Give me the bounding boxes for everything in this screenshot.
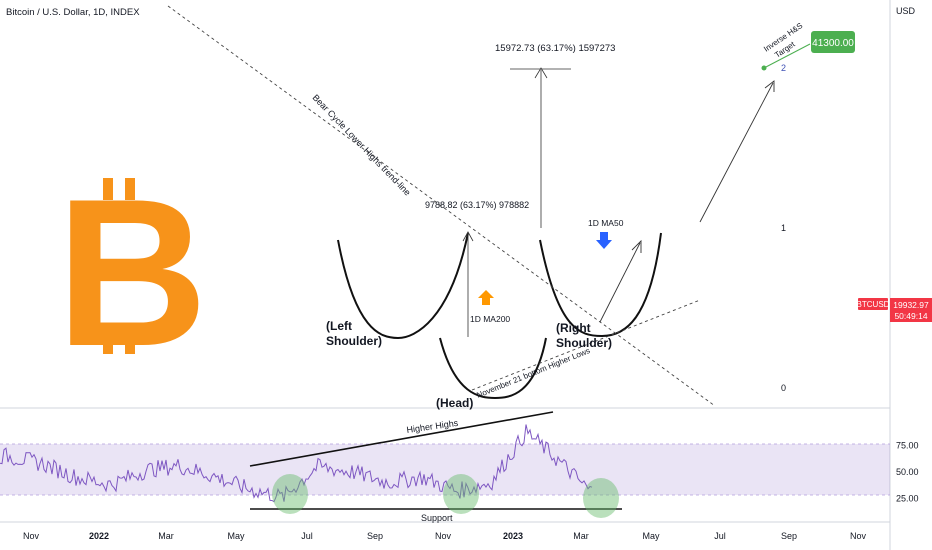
arrow-down-icon: [596, 232, 612, 249]
rsi-pane: [0, 411, 622, 518]
rsi-band: [0, 444, 890, 495]
target-value: 41300.00: [812, 38, 854, 49]
left-shoulder-label: (Left: [326, 319, 352, 333]
plot-background: [0, 0, 890, 550]
rsi-line: [0, 424, 593, 503]
time-tick-label: Nov: [850, 531, 867, 541]
current-price-value: 19932.97: [893, 300, 929, 310]
time-tick-label: Mar: [573, 531, 589, 541]
rs-arrow: [599, 242, 641, 323]
fib-2-label: 2: [781, 63, 786, 73]
rsi-support-highlight: [443, 474, 479, 514]
support-label: Support: [421, 513, 453, 523]
rs-arrowhead: [631, 239, 642, 253]
time-tick-label: Sep: [367, 531, 383, 541]
right-shoulder-label: (Right: [556, 321, 591, 335]
time-tick-label: May: [227, 531, 245, 541]
rsi-tick-label: 75.00: [896, 441, 919, 451]
rsi-support-highlight: [583, 478, 619, 518]
time-tick-label: Mar: [158, 531, 174, 541]
projection-arrow: [699, 82, 774, 223]
bear-trendline: [167, 5, 716, 407]
rsi-tick-label: 25.00: [896, 494, 919, 504]
ma200-label: 1D MA200: [470, 314, 510, 324]
measure-small-arrowhead: [462, 231, 474, 242]
right-shoulder-label: Shoulder): [556, 336, 612, 350]
bitcoin-logo-icon: B: [56, 155, 208, 390]
left-shoulder-arc: [337, 232, 469, 340]
left-shoulder-label: Shoulder): [326, 334, 382, 348]
rsi-support-highlight: [272, 474, 308, 514]
symbol-title: Bitcoin / U.S. Dollar, 1D, INDEX: [6, 7, 140, 18]
fib-1-label: 1: [781, 223, 786, 233]
time-tick-label: 2022: [89, 531, 109, 541]
current-price-badge: BTCUSD 19932.97 50:49:14: [857, 298, 932, 322]
rsi-tick-label: 50.00: [896, 467, 919, 477]
target-connector: [763, 43, 811, 69]
svg-text:BTCUSD: BTCUSD: [857, 300, 890, 309]
time-tick-label: 2023: [503, 531, 523, 541]
arrow-up-icon: [478, 290, 494, 305]
head-arc: [439, 337, 547, 400]
price-axis: USD45000.0040000.0036000.0032000.0028000…: [896, 6, 916, 16]
time-tick-label: Jul: [301, 531, 313, 541]
time-tick-label: Nov: [23, 531, 40, 541]
fib-0-label: 0: [781, 383, 786, 393]
projection-arrowhead: [764, 80, 775, 92]
time-tick-label: Sep: [781, 531, 797, 541]
head-label: (Head): [436, 396, 473, 410]
rsi-axis: 75.00 50.00 25.00: [896, 441, 919, 504]
measure-big-arrowhead: [534, 67, 548, 79]
right-shoulder-arc: [539, 232, 662, 338]
time-tick-label: Nov: [435, 531, 452, 541]
higher-lows-line: [471, 299, 701, 391]
measure-small-label: 9788.82 (63.17%) 978882: [425, 200, 529, 210]
target-badge: 41300.00: [811, 31, 855, 53]
time-axis: Nov 2022 Mar May Jul Sep Nov 2023 Mar May Jul Sep No…: [23, 531, 867, 541]
target-dot: [761, 65, 767, 71]
pattern-drawings: [167, 5, 811, 407]
time-tick-label: May: [642, 531, 660, 541]
higher-highs-line: [249, 411, 554, 467]
price-tick-label: USD: [896, 6, 916, 16]
ma50-label: 1D MA50: [588, 218, 624, 228]
time-tick-label: Jul: [714, 531, 726, 541]
bar-countdown: 50:49:14: [894, 311, 927, 321]
measure-big-label: 15972.73 (63.17%) 1597273: [495, 43, 615, 54]
